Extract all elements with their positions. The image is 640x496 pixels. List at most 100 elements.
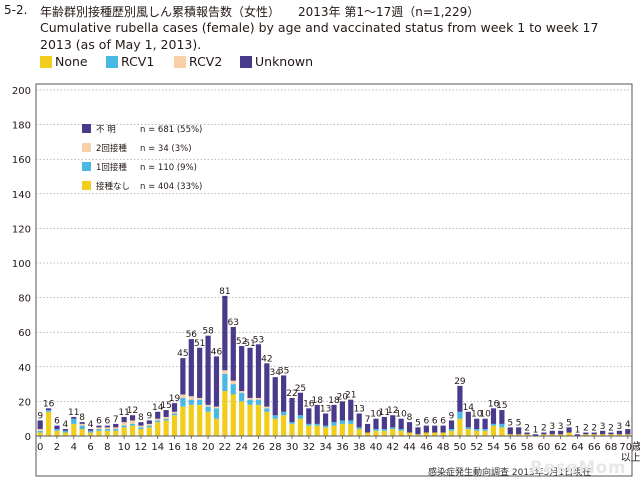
bar-segment	[423, 425, 429, 433]
inner-legend-swatch	[82, 162, 91, 171]
bar-segment	[432, 425, 438, 433]
bar-segment	[490, 425, 497, 436]
bar-segment	[121, 427, 127, 436]
data-label: 46	[211, 347, 223, 357]
bar-segment	[104, 425, 110, 428]
bar-segment	[113, 427, 119, 430]
bar-segment	[516, 434, 522, 436]
bar-segment	[138, 427, 144, 430]
bar-segment	[507, 434, 513, 436]
inner-legend-stat: n = 110 (9%)	[140, 163, 197, 173]
bar-segment	[348, 423, 354, 436]
inner-legend-stat: n = 34 (3%)	[140, 144, 192, 154]
brand-watermark: ReseMom	[530, 458, 627, 478]
x-tick-label: 38	[353, 442, 366, 453]
bar-segment	[448, 430, 455, 436]
x-tick-label: 12	[135, 442, 148, 453]
inner-legend-label: 接種なし	[96, 181, 130, 192]
data-label: 51	[194, 339, 205, 349]
data-label: 52	[236, 337, 247, 347]
legend-swatch-none	[40, 56, 52, 68]
x-tick-label: 20	[202, 442, 215, 453]
x-tick-label: 32	[302, 442, 315, 453]
bar-segment	[457, 385, 463, 412]
legend-label-rcv2: RCV2	[189, 54, 223, 69]
bar-segment	[121, 416, 127, 423]
bar-segment	[163, 420, 169, 436]
bar-segment	[406, 422, 413, 433]
bar-segment	[45, 408, 52, 411]
bar-segment	[264, 408, 270, 412]
y-tick-label: 60	[18, 328, 31, 339]
bar-segment	[532, 434, 539, 436]
bar-segment	[482, 418, 488, 430]
bar-segment	[583, 434, 589, 436]
bar-segment	[398, 430, 404, 436]
title-japanese: 年齢群別接種歴別風しん累積報告数（女性） 2013年 第1～17週（n=1,229…	[40, 3, 479, 20]
data-label: 4	[88, 420, 94, 430]
x-tick-label: 56	[504, 442, 517, 453]
bar-segment	[155, 420, 161, 423]
bar-segment	[239, 401, 245, 436]
x-tick-label: 34	[319, 442, 332, 453]
data-label: 11	[379, 408, 390, 418]
bar-segment	[364, 432, 371, 436]
bar-segment	[297, 392, 304, 416]
data-label: 6	[54, 417, 60, 427]
data-label: 10	[479, 410, 491, 420]
bar-segment	[239, 346, 245, 392]
source-note: 感染症発生動向調査 2013年5月1日現在	[428, 468, 592, 478]
bar-segment	[104, 429, 110, 431]
chart-header: 5-2. 年齢群別接種歴別風しん累積報告数（女性） 2013年 第1～17週（n=…	[0, 0, 640, 78]
x-tick-label: 22	[219, 442, 232, 453]
bar-segment	[129, 420, 136, 424]
bar-segment	[113, 423, 119, 428]
x-tick-label: 36	[336, 442, 349, 453]
bar-segment	[62, 432, 68, 436]
data-label: 10	[370, 410, 382, 420]
title-english-line2: 2013 (as of May 1, 2013).	[40, 37, 202, 52]
data-label: 2	[591, 424, 597, 434]
bar-segment	[549, 430, 555, 435]
bar-segment	[281, 375, 287, 412]
bar-segment	[348, 399, 354, 421]
bar-segment	[281, 415, 287, 436]
x-tick-label: 60	[537, 442, 550, 453]
data-label: 11	[118, 408, 129, 418]
data-label: 8	[138, 413, 144, 423]
bar-segment	[71, 423, 77, 436]
bar-segment	[188, 339, 194, 397]
bar-segment	[474, 418, 480, 430]
y-tick-label: 200	[12, 86, 31, 97]
data-label: 81	[219, 287, 230, 297]
bar-segment	[474, 430, 480, 436]
x-tick-label: 62	[554, 442, 567, 453]
bar-segment	[297, 418, 304, 436]
data-label: 3	[549, 422, 555, 432]
bar-segment	[222, 295, 228, 371]
bar-segment	[180, 358, 186, 395]
x-tick-label: 42	[386, 442, 399, 453]
bar-segment	[222, 373, 228, 392]
data-label: 16	[303, 399, 315, 409]
bar-segment	[146, 420, 152, 424]
bar-segment	[339, 423, 345, 436]
bar-segment	[113, 430, 119, 436]
x-tick-label: 54	[487, 442, 500, 453]
data-label: 2	[541, 424, 547, 434]
bar-segment	[457, 418, 463, 436]
bar-segment	[432, 432, 438, 436]
legend-label-none: None	[55, 54, 88, 69]
x-tick-label: 66	[588, 442, 601, 453]
bar-segment	[247, 347, 253, 398]
data-label: 6	[440, 417, 446, 427]
bar-segment	[180, 397, 186, 407]
data-label: 15	[496, 401, 507, 411]
y-tick-label: 160	[12, 155, 31, 166]
bar-segment	[129, 415, 136, 421]
data-label: 14	[463, 403, 475, 413]
data-label: 16	[43, 399, 55, 409]
data-label: 5	[516, 418, 522, 428]
bar-segment	[482, 430, 488, 436]
bar-segment	[272, 377, 278, 416]
